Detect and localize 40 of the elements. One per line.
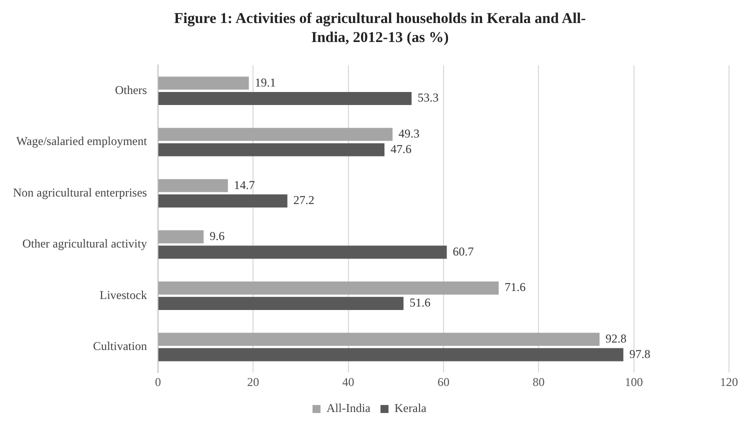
data-label: 53.3 [418,90,439,105]
bar [158,179,228,192]
data-label: 60.7 [452,244,474,258]
data-label: 47.6 [390,142,412,156]
x-tick-label: 80 [532,374,545,389]
bar [158,332,600,346]
bar [158,143,384,156]
bar [158,76,249,90]
bar [158,296,404,310]
data-label: 51.6 [410,296,430,310]
legend-label: Kerala [394,401,428,416]
x-tick-label: 0 [154,374,161,389]
data-label: 49.3 [398,126,420,141]
data-label: 19.1 [254,75,276,90]
x-tick-label: 100 [624,374,643,389]
y-tick-label: Other agricultural activity [22,236,147,251]
bar [158,282,499,295]
legend-label: All-India [326,401,372,416]
data-label: 71.6 [504,280,526,294]
data-label: 14.7 [234,178,255,192]
bar [158,246,447,259]
y-tick-label: Livestock [100,288,147,302]
x-tick-label: 60 [437,374,450,389]
bar [158,348,624,362]
x-tick-label: 120 [720,374,738,389]
y-tick-label: Cultivation [92,339,147,354]
x-tick-label: 20 [247,374,260,389]
y-tick-label: Wage/salaried employment [16,134,148,148]
bar [158,230,204,244]
data-label: 27.2 [293,193,314,208]
data-label: 92.8 [606,331,627,346]
bar [158,194,288,208]
y-tick-label: Others [114,82,148,97]
x-tick-label: 40 [342,374,354,389]
y-tick-label: Non agricultural enterprises [13,185,148,200]
bar [158,92,412,106]
bar [158,128,393,141]
data-label: 9.6 [210,228,225,243]
chart-title: Figure 1: Activities of agricultural households in Kerala and All-India, 2012-13 (as %) [173,10,587,48]
data-label: 97.8 [629,346,650,361]
